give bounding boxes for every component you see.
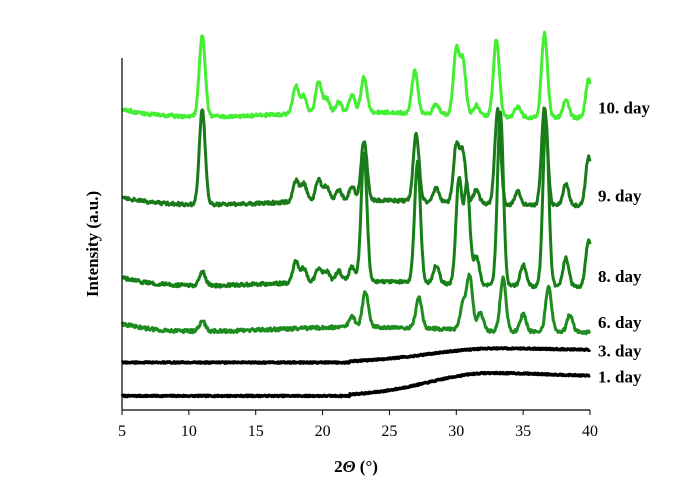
x-axis-title-symbol: Θ [343,457,356,476]
series-label: 8. day [598,267,642,286]
x-tick-label: 20 [315,423,331,440]
x-axis-title: 2Θ (°) [334,457,378,476]
series-line [120,272,592,336]
series-label: 9. day [598,186,642,205]
series-line [121,110,592,290]
series-label: 6. day [598,313,642,332]
series-line [120,346,592,365]
x-tick-label: 15 [248,423,264,440]
x-ticks: 5 10 15 20 25 30 35 40 [118,410,598,440]
x-tick-label: 10 [181,423,197,440]
x-axis-title-unit: (°) [356,457,378,476]
x-tick-label: 5 [118,423,126,440]
x-tick-label: 25 [381,423,397,440]
y-axis-title: Intensity (a.u.) [83,191,102,297]
series-labels: 1. day 3. day 6. day 8. day 9. day 10. day [598,98,650,386]
series-label: 3. day [598,342,642,361]
x-tick-label: 30 [448,423,464,440]
series-line [120,370,592,399]
series-line [121,106,592,209]
x-axis-title-prefix: 2 [334,457,343,476]
series-label: 1. day [598,367,642,386]
series-line [120,30,592,121]
x-tick-label: 35 [515,423,531,440]
x-tick-label: 40 [582,423,598,440]
series-label: 10. day [598,98,650,117]
plot-area [120,30,592,399]
axes [121,58,590,411]
